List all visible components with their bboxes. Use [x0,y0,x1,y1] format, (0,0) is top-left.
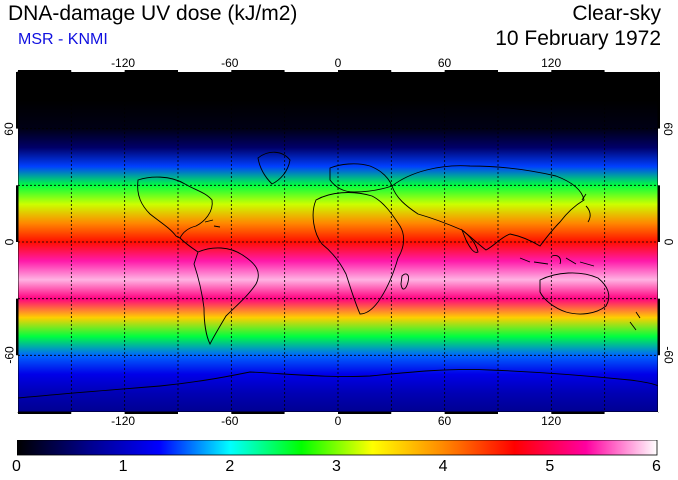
frame-segment [16,72,18,129]
frame-segment [658,242,660,299]
india-coast [460,228,479,253]
lat-tick-label: -60 [661,346,675,364]
lon-tick-label: 120 [541,56,562,70]
frame-segment [124,412,178,414]
frame-segment [498,412,552,414]
madagascar-coast [400,273,409,290]
frame-segment [178,412,232,414]
colorbar-tick-label: 5 [545,458,555,475]
africa-coast [312,192,405,315]
frame-segment [16,128,18,186]
frame-segment [658,298,660,356]
north-america-coast [137,176,213,239]
lat-lon-grid [18,72,658,412]
colorbar-tick-label: 1 [118,458,128,475]
frame-segment [16,242,18,299]
source-label: MSR - KNMI [18,31,108,48]
frame-segment [658,185,660,242]
frame-segment [444,412,498,414]
lon-tick-label: -60 [221,414,239,428]
lon-tick-label: 0 [334,56,342,70]
colorbar-tick-label: 4 [438,458,448,475]
map-title: DNA-damage UV dose (kJ/m2) [8,2,298,25]
frame-tick-bars [16,70,660,414]
frame-segment [18,412,72,414]
frame-segment [71,70,125,72]
caribbean-coast [204,219,221,228]
frame-segment [16,185,18,242]
lon-tick-label: -120 [111,56,136,70]
colorbar-tick-label: 3 [332,458,341,475]
colorbar-tick-label: 0 [12,458,21,475]
colorbar-tick-label: 6 [652,458,661,475]
frame-segment [658,72,660,129]
frame-segment [658,128,660,186]
australia-coast [539,272,610,315]
lat-tick-label: 60 [661,121,675,136]
coastlines [18,151,658,399]
frame-segment [391,412,445,414]
frame-segment [178,70,232,72]
frame-segment [604,70,658,72]
frame-segment [18,70,72,72]
new-zealand-coast [629,311,641,331]
japan-coast [581,193,591,223]
frame-segment [16,355,18,412]
date-label: 10 February 1972 [495,27,661,50]
lat-tick-label: 0 [2,238,16,246]
frame-segment [124,70,178,72]
frame-segment [604,412,658,414]
colorbar-strip [17,440,658,456]
frame-segment [658,355,660,412]
lon-tick-label: -60 [221,56,239,70]
frame-segment [338,70,392,72]
frame-segment [284,70,338,72]
lon-tick-label: -120 [111,414,136,428]
greenland-coast [257,151,291,185]
frame-segment [551,70,605,72]
lon-tick-label: 120 [541,414,562,428]
lat-tick-label: 60 [2,121,16,136]
frame-segment [284,412,338,414]
frame-segment [231,412,285,414]
frame-segment [551,412,605,414]
frame-segment [498,70,552,72]
frame-segment [71,412,125,414]
frame-segment [391,70,445,72]
frame-segment [338,412,392,414]
south-america-coast [193,247,259,346]
lon-tick-label: 60 [437,56,452,70]
lat-tick-label: 0 [661,238,675,246]
lon-tick-label: 0 [334,414,342,428]
asia-coast [391,165,585,251]
lat-tick-label: -60 [2,346,16,364]
lon-tick-label: 60 [437,414,452,428]
sky-condition-label: Clear-sky [572,2,661,25]
frame-segment [231,70,285,72]
colorbar-tick-label: 2 [225,458,235,475]
colorbar [17,440,658,456]
central-america-coast [179,237,199,253]
indonesia-coast [519,255,595,267]
antarctica-coast [18,369,658,399]
frame-segment [16,298,18,356]
frame-segment [444,70,498,72]
